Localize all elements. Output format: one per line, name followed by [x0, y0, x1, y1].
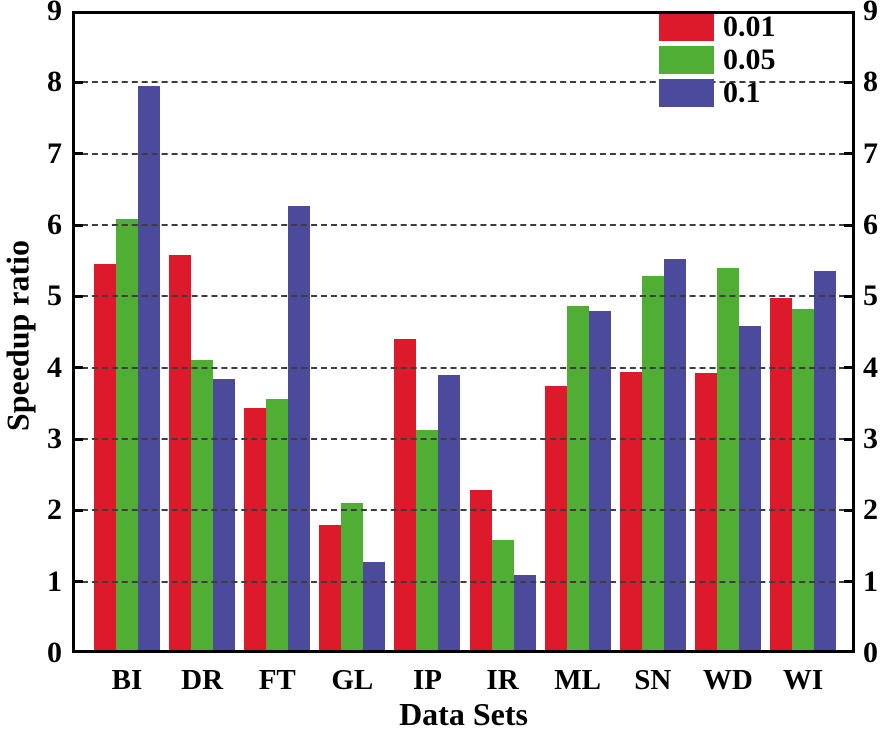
- bar-ML-0.05: [566, 306, 589, 653]
- bar-IP-0.05: [416, 429, 439, 653]
- bar-WD-0.05: [716, 267, 739, 653]
- bar-IR-0.05: [491, 540, 514, 653]
- y-tick-label-left-8: 8: [47, 65, 62, 99]
- x-category-label-SN: SN: [634, 664, 672, 696]
- bar-SN-0.1: [663, 258, 686, 653]
- bar-FT-0.01: [244, 407, 267, 653]
- bar-ML-0.1: [588, 311, 611, 653]
- gridline-y-8: [72, 81, 855, 84]
- y-tick-label-right-8: 8: [863, 65, 878, 99]
- x-category-label-ML: ML: [554, 664, 602, 696]
- legend: 0.01 0.05 0.1: [659, 10, 776, 112]
- legend-label-0.1: 0.1: [723, 76, 761, 109]
- bar-FT-0.05: [266, 399, 289, 653]
- y-tick-right-2: [844, 508, 855, 512]
- y-tick-right-5: [844, 294, 855, 298]
- y-tick-left-3: [72, 437, 83, 441]
- gridline-y-2: [72, 509, 855, 512]
- legend-label-0.05: 0.05: [723, 43, 776, 76]
- y-tick-right-7: [844, 152, 855, 156]
- y-tick-right-8: [844, 80, 855, 84]
- x-category-label-WI: WI: [782, 664, 824, 696]
- gridline-y-7: [72, 152, 855, 155]
- gridline-y-5: [72, 295, 855, 298]
- gridline-y-4: [72, 366, 855, 369]
- legend-swatch-0.05: [659, 46, 714, 74]
- bar-WD-0.01: [694, 372, 717, 653]
- legend-entry-0.1: 0.1: [659, 76, 776, 109]
- y-tick-right-4: [844, 366, 855, 370]
- x-category-label-GL: GL: [331, 664, 374, 696]
- y-tick-label-right-5: 5: [863, 279, 878, 313]
- x-category-label-WD: WD: [702, 664, 753, 696]
- bar-BI-0.1: [138, 85, 160, 653]
- y-tick-label-right-9: 9: [863, 0, 878, 27]
- bar-IP-0.01: [394, 339, 417, 653]
- y-tick-label-left-0: 0: [47, 636, 62, 669]
- bar-GL-0.01: [319, 524, 342, 653]
- legend-swatch-0.01: [659, 13, 714, 41]
- bar-SN-0.05: [641, 276, 664, 653]
- y-tick-label-right-4: 4: [863, 350, 878, 384]
- y-tick-left-4: [72, 366, 83, 370]
- y-tick-left-2: [72, 508, 83, 512]
- gridline-y-6: [72, 224, 855, 226]
- y-tick-label-left-2: 2: [47, 493, 62, 527]
- bar-WI-0.05: [792, 309, 814, 653]
- gridline-y-3: [72, 438, 855, 440]
- y-tick-label-right-2: 2: [863, 493, 878, 527]
- y-tick-label-right-6: 6: [863, 208, 878, 241]
- bar-IR-0.01: [469, 489, 492, 653]
- y-tick-label-left-4: 4: [47, 350, 62, 384]
- bar-WI-0.1: [814, 271, 836, 653]
- y-tick-label-right-7: 7: [863, 136, 878, 170]
- y-tick-left-6: [72, 223, 83, 227]
- y-tick-label-left-6: 6: [47, 208, 62, 241]
- x-category-label-FT: FT: [258, 664, 296, 696]
- y-tick-left-8: [72, 80, 83, 84]
- y-tick-left-5: [72, 294, 83, 298]
- y-tick-right-3: [844, 437, 855, 441]
- legend-swatch-0.1: [659, 79, 714, 107]
- bar-GL-0.1: [363, 561, 386, 653]
- bar-WD-0.1: [738, 325, 761, 653]
- gridline-y-1: [72, 580, 855, 583]
- y-tick-right-6: [844, 223, 855, 227]
- bar-BI-0.01: [94, 264, 116, 653]
- x-category-label-BI: BI: [111, 664, 143, 696]
- y-tick-label-left-9: 9: [47, 0, 62, 27]
- bar-ML-0.01: [544, 386, 567, 653]
- y-tick-label-left-1: 1: [47, 564, 62, 598]
- bar-SN-0.01: [619, 371, 642, 653]
- x-axis-title: Data Sets: [399, 696, 528, 732]
- legend-entry-0.01: 0.01: [659, 10, 776, 43]
- legend-entry-0.05: 0.05: [659, 43, 776, 76]
- bar-IR-0.1: [513, 574, 536, 653]
- y-tick-left-1: [72, 580, 83, 584]
- y-tick-label-right-0: 0: [863, 636, 878, 669]
- y-tick-label-left-3: 3: [47, 422, 62, 455]
- bar-DR-0.1: [213, 379, 236, 653]
- y-tick-left-7: [72, 152, 83, 156]
- y-tick-label-left-7: 7: [47, 136, 62, 170]
- y-tick-label-right-1: 1: [863, 564, 878, 598]
- bar-GL-0.05: [341, 502, 364, 653]
- bar-FT-0.1: [288, 205, 311, 653]
- bar-IP-0.1: [438, 374, 461, 653]
- x-category-label-IP: IP: [412, 664, 442, 696]
- bar-BI-0.05: [116, 219, 138, 653]
- bar-DR-0.01: [169, 254, 192, 653]
- bar-WI-0.01: [770, 297, 792, 653]
- legend-label-0.01: 0.01: [723, 10, 776, 43]
- y-tick-label-left-5: 5: [47, 279, 62, 313]
- bar-DR-0.05: [191, 359, 214, 653]
- x-category-label-DR: DR: [181, 664, 224, 696]
- y-tick-right-1: [844, 580, 855, 584]
- plot-area: [72, 11, 855, 653]
- x-category-label-IR: IR: [486, 664, 519, 696]
- y-tick-label-right-3: 3: [863, 422, 878, 455]
